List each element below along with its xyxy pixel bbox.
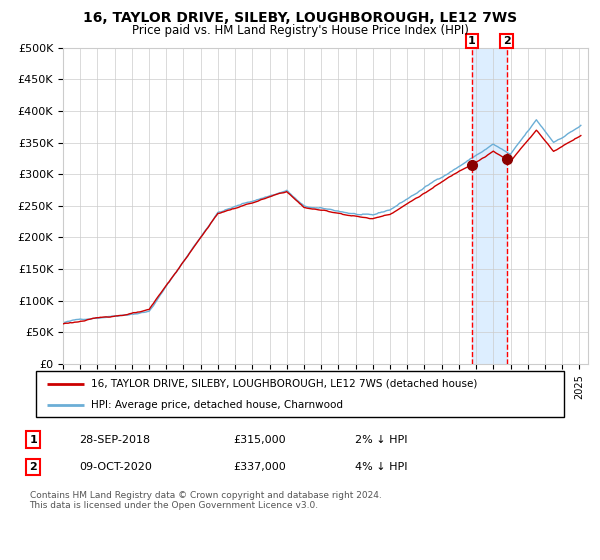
Text: Contains HM Land Registry data © Crown copyright and database right 2024.
This d: Contains HM Land Registry data © Crown c… [29, 491, 381, 510]
Text: £315,000: £315,000 [234, 435, 286, 445]
Text: 2: 2 [29, 462, 37, 472]
Bar [472, 48, 506, 364]
Text: 2% ↓ HPI: 2% ↓ HPI [355, 435, 408, 445]
Text: 2: 2 [503, 36, 511, 46]
Text: 4% ↓ HPI: 4% ↓ HPI [355, 462, 408, 472]
Text: 16, TAYLOR DRIVE, SILEBY, LOUGHBOROUGH, LE12 7WS (detached house): 16, TAYLOR DRIVE, SILEBY, LOUGHBOROUGH, … [91, 379, 478, 389]
FancyBboxPatch shape [36, 371, 564, 417]
Text: 1: 1 [29, 435, 37, 445]
Text: £337,000: £337,000 [234, 462, 287, 472]
Text: Price paid vs. HM Land Registry's House Price Index (HPI): Price paid vs. HM Land Registry's House … [131, 24, 469, 36]
Text: 1: 1 [468, 36, 476, 46]
Text: 16, TAYLOR DRIVE, SILEBY, LOUGHBOROUGH, LE12 7WS: 16, TAYLOR DRIVE, SILEBY, LOUGHBOROUGH, … [83, 11, 517, 25]
Text: 09-OCT-2020: 09-OCT-2020 [79, 462, 152, 472]
Text: HPI: Average price, detached house, Charnwood: HPI: Average price, detached house, Char… [91, 400, 343, 410]
Text: 28-SEP-2018: 28-SEP-2018 [79, 435, 151, 445]
